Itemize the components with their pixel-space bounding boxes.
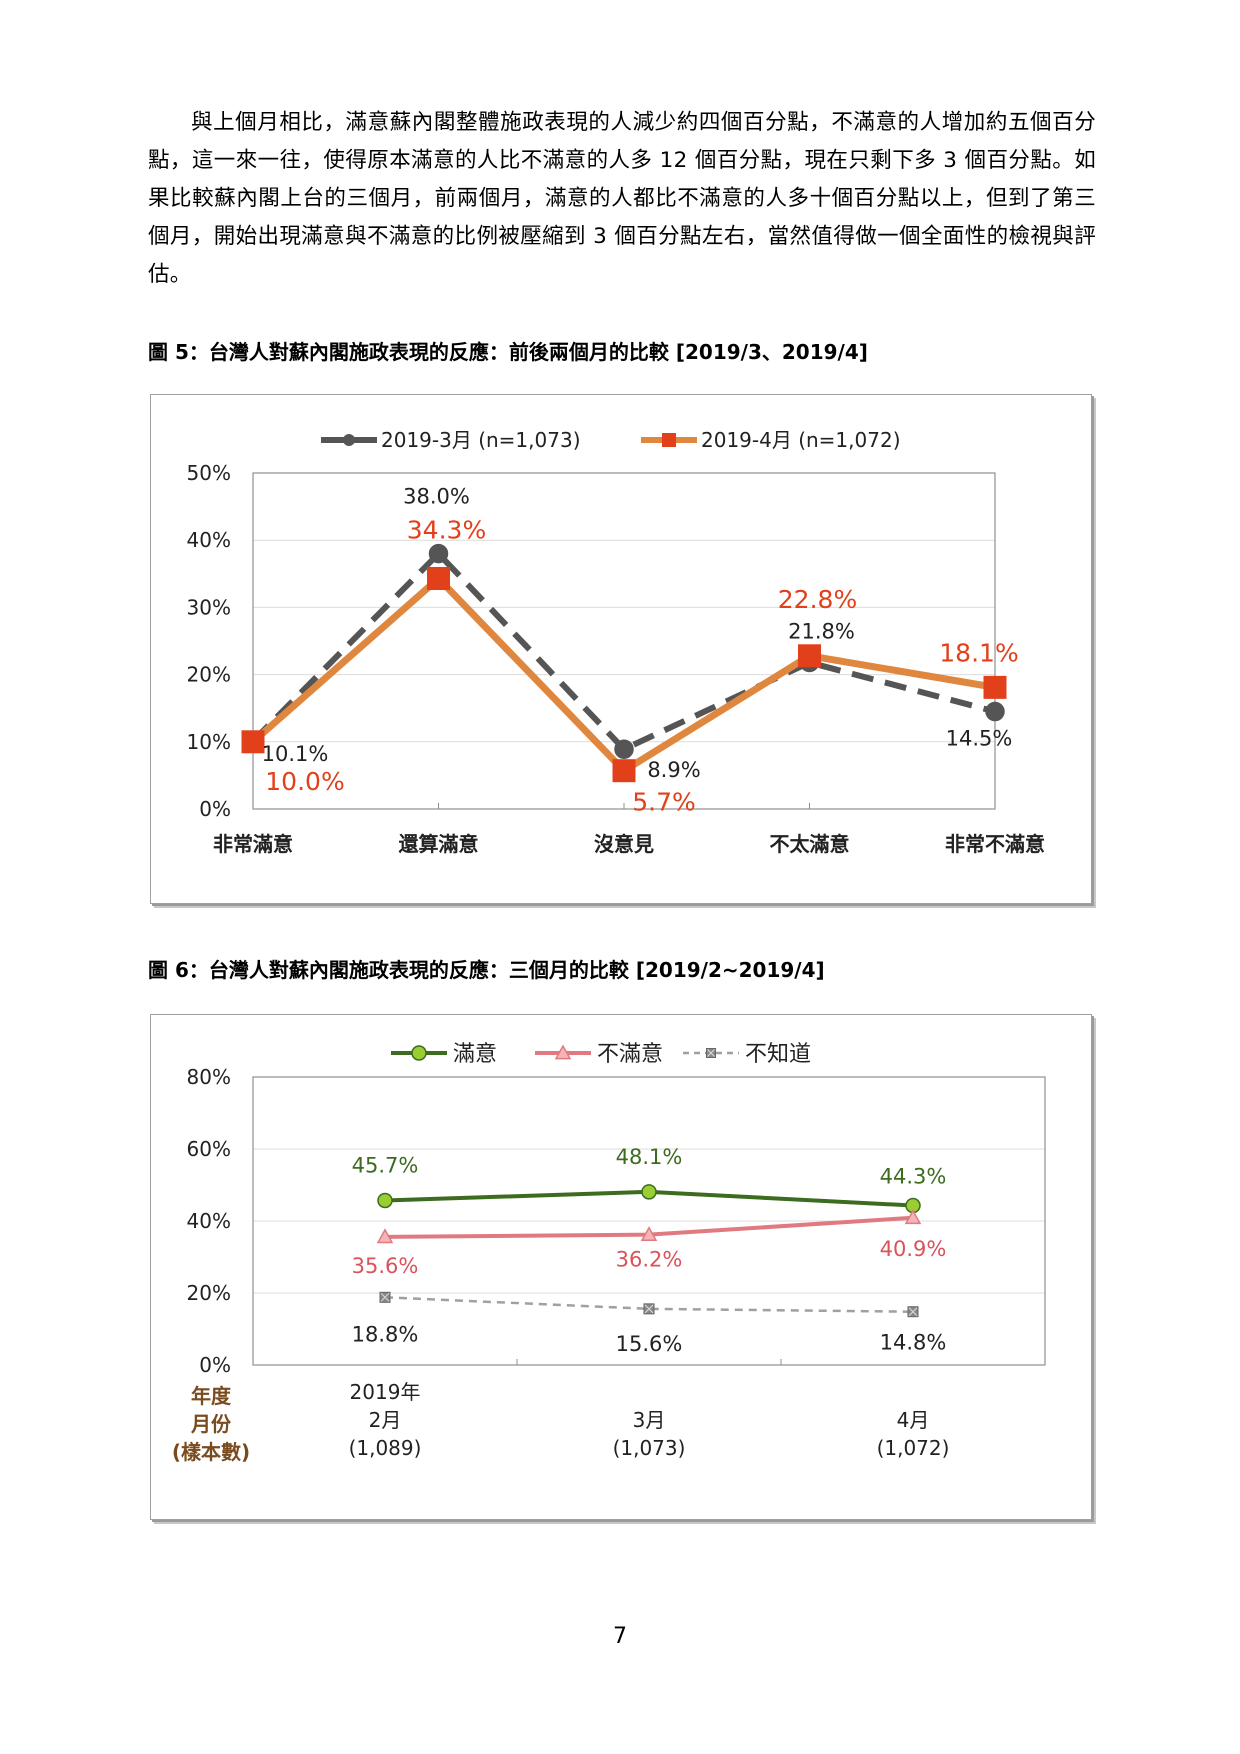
legend-label-0: 滿意 <box>453 1042 497 1067</box>
data-point-2 <box>643 1303 655 1315</box>
y-tick-label: 0% <box>199 1353 231 1377</box>
data-label-0: 48.1% <box>616 1145 683 1169</box>
body-paragraph: 與上個月相比，滿意蘇內閣整體施政表現的人減少約四個百分點，不滿意的人增加約五個百… <box>148 110 1096 287</box>
data-point-2 <box>379 1291 391 1303</box>
x-tick-label: 2019年 <box>350 1380 421 1404</box>
series-line-2019-3 <box>250 550 996 753</box>
data-label-2019-3: 10.1% <box>262 742 329 766</box>
x-tick-label: 還算滿意 <box>399 832 479 856</box>
y-tick-label: 40% <box>187 528 231 552</box>
data-point-2019-4 <box>983 675 1007 699</box>
data-label-2019-4: 5.7% <box>632 788 696 817</box>
data-label-0: 45.7% <box>352 1153 419 1177</box>
legend: 2019-3月 (n=1,073) 2019-4月 (n=1,072) <box>321 428 901 452</box>
figure-5-svg: 0% 10% 20% 30% 40% 50% 非常滿意 還算滿意 沒意見 不太滿意 非常不滿意 201… <box>187 428 1045 856</box>
x-tick-label: 4月 <box>897 1408 930 1432</box>
data-label-1: 36.2% <box>616 1248 683 1272</box>
legend-label-2019-4: 2019-4月 (n=1,072) <box>701 428 901 452</box>
figure-5-caption: 圖 5：台灣人對蘇內閣施政表現的反應：前後兩個月的比較 [2019/3、2019… <box>148 340 868 364</box>
x-tick-label: 非常不滿意 <box>945 832 1045 856</box>
data-label-2019-3: 38.0% <box>403 485 470 509</box>
x-tick-label: (1,089) <box>349 1436 422 1460</box>
y-tick-label: 50% <box>187 461 231 485</box>
x-tick-label: (1,072) <box>877 1436 950 1460</box>
legend-marker-2019-4 <box>662 433 676 447</box>
data-point-2019-4 <box>798 644 821 668</box>
x-axis-title: 年度 <box>191 1384 232 1408</box>
data-label-2019-3: 14.5% <box>946 727 1013 751</box>
legend-marker-2019-3 <box>343 434 355 446</box>
legend-label-2: 不知道 <box>745 1042 811 1067</box>
y-tick-label: 0% <box>199 797 231 821</box>
x-tick-label: 沒意見 <box>594 832 654 856</box>
legend-marker-2 <box>706 1048 716 1058</box>
data-label-2: 14.8% <box>880 1331 947 1355</box>
y-tick-label: 10% <box>187 730 231 754</box>
data-label-2: 18.8% <box>352 1322 419 1346</box>
series-line-2 <box>384 1296 914 1313</box>
x-tick-label: 3月 <box>633 1408 666 1432</box>
data-point-2019-4 <box>241 730 265 754</box>
legend-label-1: 不滿意 <box>597 1042 663 1067</box>
figure-6-caption: 圖 6：台灣人對蘇內閣施政表現的反應：三個月的比較 [2019/2~2019/4… <box>148 958 825 982</box>
data-label-2: 15.6% <box>616 1332 683 1356</box>
data-label-0: 44.3% <box>880 1165 947 1189</box>
data-point-2019-3 <box>428 543 449 564</box>
data-point-2019-3 <box>985 701 1005 722</box>
x-axis-title: (樣本數) <box>172 1440 250 1464</box>
page-number: 7 <box>613 1624 627 1649</box>
legend: 滿意 不滿意 不知道 <box>391 1042 811 1067</box>
data-point-2019-3 <box>614 739 634 759</box>
data-label-2019-4: 10.0% <box>265 767 344 796</box>
data-point-0 <box>377 1192 393 1209</box>
x-tick-label: 不太滿意 <box>770 832 850 856</box>
data-label-2019-4: 34.3% <box>407 516 486 545</box>
data-label-1: 35.6% <box>352 1254 419 1278</box>
x-axis-title: 月份 <box>190 1412 232 1436</box>
y-tick-label: 20% <box>187 663 231 687</box>
data-point-2019-4 <box>612 759 636 783</box>
data-point-2 <box>907 1306 919 1318</box>
data-label-2019-3: 8.9% <box>647 758 700 782</box>
data-point-2019-4 <box>427 567 450 591</box>
figure-5-chart: 0% 10% 20% 30% 40% 50% 非常滿意 還算滿意 沒意見 不太滿意 非常不滿意 201… <box>150 394 1092 904</box>
data-point-1 <box>640 1226 658 1242</box>
data-label-2019-3: 21.8% <box>788 620 855 644</box>
data-point-1 <box>904 1209 922 1225</box>
data-label-2019-4: 18.1% <box>939 638 1018 667</box>
legend-marker-1 <box>554 1044 572 1060</box>
y-tick-label: 40% <box>187 1209 231 1233</box>
plot-area <box>252 1076 1046 1366</box>
y-tick-label: 20% <box>187 1281 231 1305</box>
data-label-2019-4: 22.8% <box>778 585 857 614</box>
y-tick-label: 80% <box>187 1065 231 1089</box>
data-point-1 <box>376 1228 394 1244</box>
figure-6-svg: 0% 20% 40% 60% 80% 2019年 2月 (1,089) 3月 (1,073) 4月 (… <box>172 1042 1046 1464</box>
legend-marker-0 <box>411 1045 427 1061</box>
x-tick-label: 2月 <box>369 1408 402 1432</box>
data-point-0 <box>641 1184 657 1200</box>
x-tick-label: (1,073) <box>613 1436 686 1460</box>
y-tick-label: 30% <box>187 595 231 619</box>
y-tick-label: 60% <box>187 1137 231 1161</box>
x-tick-label: 非常滿意 <box>213 832 293 856</box>
data-label-1: 40.9% <box>880 1237 947 1261</box>
legend-label-2019-3: 2019-3月 (n=1,073) <box>381 428 581 452</box>
figure-6-chart: 0% 20% 40% 60% 80% 2019年 2月 (1,089) 3月 (1,073) 4月 (… <box>150 1014 1092 1520</box>
